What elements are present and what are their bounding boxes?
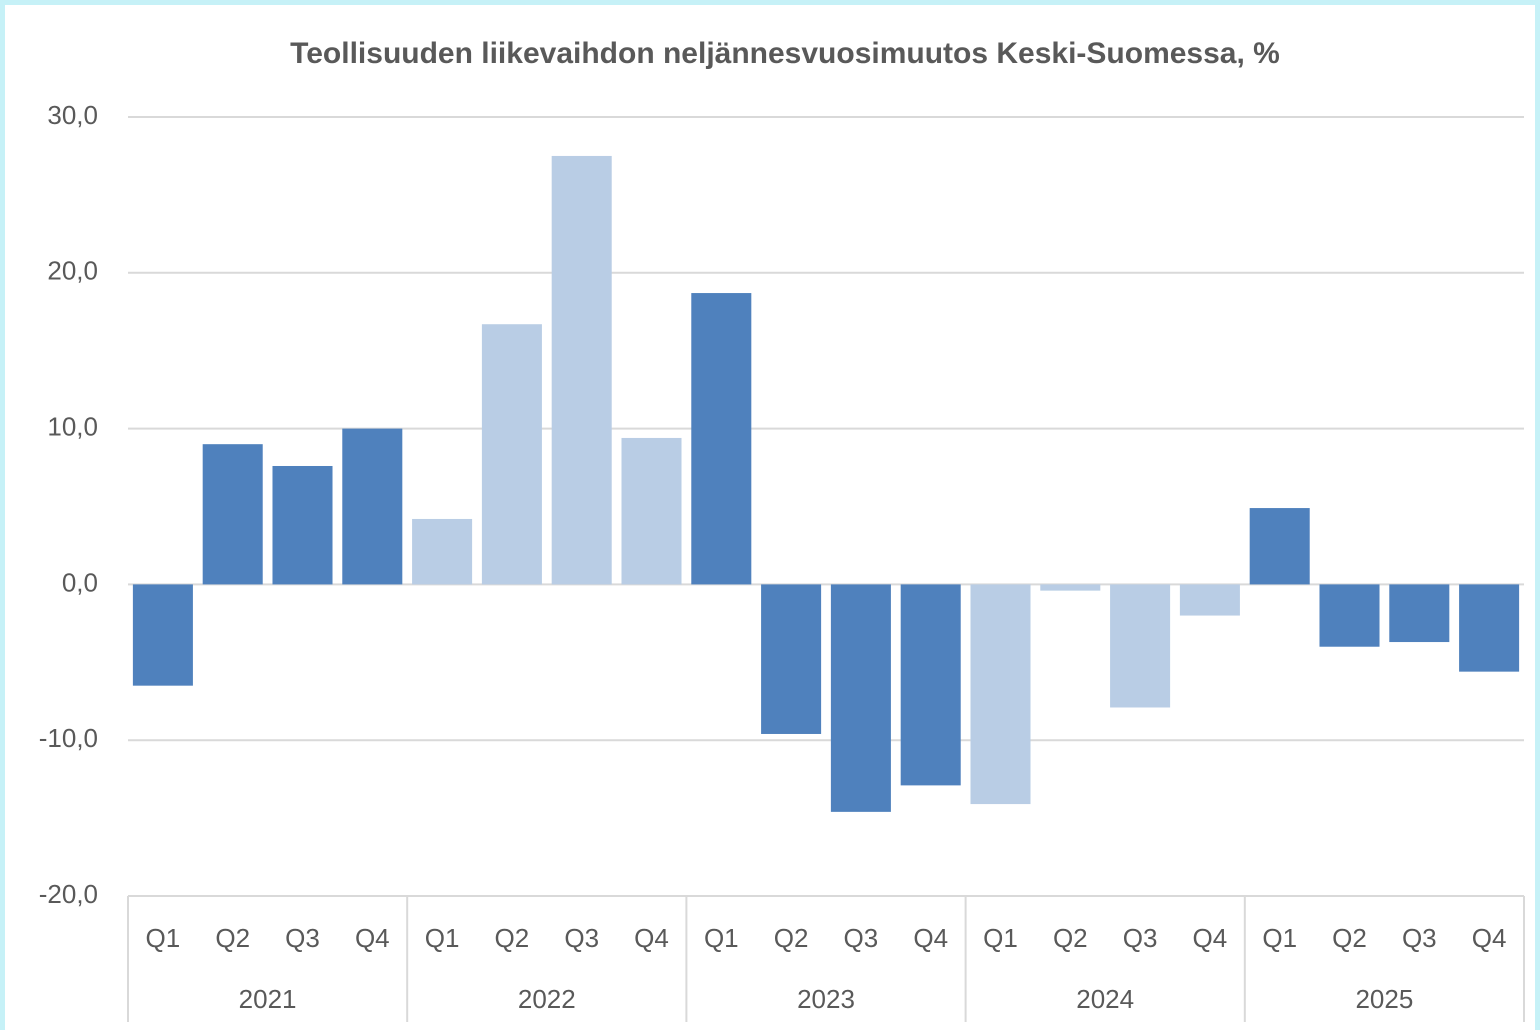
bar bbox=[1389, 584, 1450, 643]
x-tick-label: Q3 bbox=[285, 923, 320, 953]
x-tick-label: Q1 bbox=[704, 923, 739, 953]
y-tick-label: -10,0 bbox=[39, 723, 98, 753]
bar bbox=[1319, 584, 1380, 647]
x-tick-label: Q4 bbox=[1193, 923, 1228, 953]
group-label: 2021 bbox=[239, 984, 297, 1014]
bar bbox=[1249, 508, 1310, 585]
group-label: 2023 bbox=[797, 984, 855, 1014]
bar bbox=[900, 584, 961, 786]
x-tick-label: Q1 bbox=[146, 923, 181, 953]
x-tick-label: Q2 bbox=[215, 923, 250, 953]
x-tick-label: Q2 bbox=[495, 923, 530, 953]
bar bbox=[481, 324, 542, 585]
y-tick-label: 20,0 bbox=[47, 256, 98, 286]
group-label: 2025 bbox=[1355, 984, 1413, 1014]
x-tick-label: Q2 bbox=[1053, 923, 1088, 953]
bar bbox=[970, 584, 1031, 805]
x-tick-label: Q4 bbox=[1472, 923, 1507, 953]
bar bbox=[202, 444, 263, 585]
x-tick-label: Q2 bbox=[774, 923, 809, 953]
y-tick-label: 10,0 bbox=[47, 411, 98, 441]
bar bbox=[551, 155, 612, 585]
bar bbox=[691, 293, 752, 585]
bar bbox=[621, 437, 682, 585]
bar bbox=[1040, 584, 1101, 591]
x-tick-label: Q3 bbox=[1123, 923, 1158, 953]
chart-title: Teollisuuden liikevaihdon neljännesvuosi… bbox=[290, 37, 1280, 70]
x-tick-label: Q3 bbox=[1402, 923, 1437, 953]
y-tick-label: 30,0 bbox=[47, 100, 98, 130]
x-tick-label: Q3 bbox=[564, 923, 599, 953]
bar bbox=[761, 584, 822, 734]
bar bbox=[132, 584, 193, 686]
y-tick-label: -20,0 bbox=[39, 879, 98, 909]
x-tick-label: Q4 bbox=[355, 923, 390, 953]
y-tick-label: 0,0 bbox=[62, 567, 98, 597]
bar bbox=[412, 518, 473, 585]
bar bbox=[342, 428, 403, 585]
x-tick-label: Q4 bbox=[634, 923, 669, 953]
group-label: 2024 bbox=[1076, 984, 1134, 1014]
x-tick-label: Q4 bbox=[913, 923, 948, 953]
bar bbox=[272, 465, 333, 585]
bar bbox=[830, 584, 891, 812]
x-tick-label: Q3 bbox=[844, 923, 879, 953]
bar bbox=[1179, 584, 1240, 616]
x-tick-label: Q1 bbox=[1262, 923, 1297, 953]
x-tick-label: Q2 bbox=[1332, 923, 1367, 953]
bar bbox=[1459, 584, 1520, 672]
x-tick-label: Q1 bbox=[983, 923, 1018, 953]
group-label: 2022 bbox=[518, 984, 576, 1014]
bar bbox=[1110, 584, 1171, 708]
x-tick-label: Q1 bbox=[425, 923, 460, 953]
